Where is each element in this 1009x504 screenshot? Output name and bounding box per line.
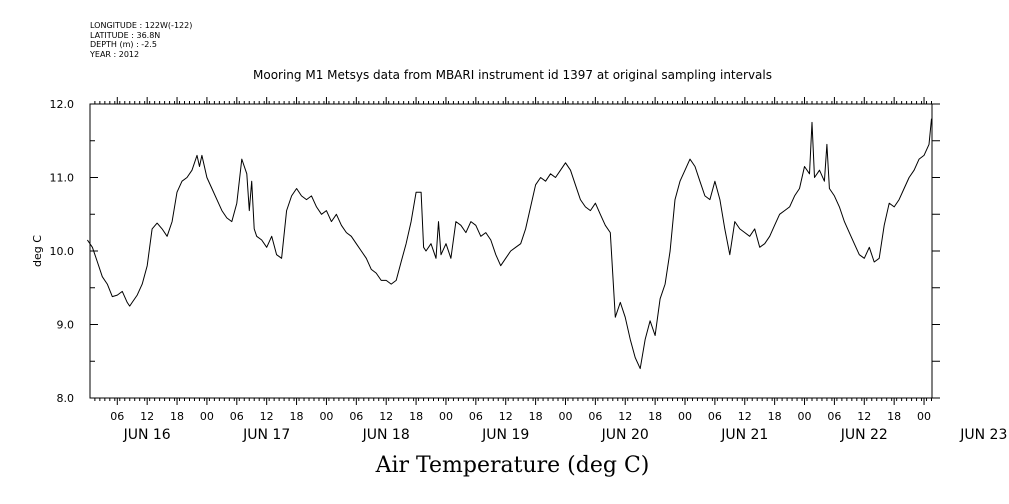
year-text: YEAR : 2012	[90, 49, 140, 59]
x-day-label: JUN 23	[959, 427, 1007, 443]
x-hour-tick-label: 06	[469, 410, 483, 423]
y-tick-label: 10.0	[50, 245, 75, 258]
x-hour-tick-label: 18	[768, 410, 782, 423]
x-day-label: JUN 18	[362, 427, 410, 443]
x-hour-tick-label: 12	[260, 410, 274, 423]
x-hour-tick-label: 00	[319, 410, 333, 423]
x-hour-tick-label: 00	[558, 410, 572, 423]
x-hour-tick-label: 18	[529, 410, 543, 423]
x-day-label: JUN 20	[601, 427, 649, 443]
x-day-label: JUN 17	[242, 427, 290, 443]
x-hour-tick-label: 18	[290, 410, 304, 423]
x-day-label: JUN 19	[481, 427, 529, 443]
x-hour-tick-label: 18	[409, 410, 423, 423]
y-tick-label: 11.0	[50, 172, 75, 185]
x-hour-tick-label: 00	[678, 410, 692, 423]
chart-title: Mooring M1 Metsys data from MBARI instru…	[253, 68, 772, 82]
x-hour-tick-label: 18	[170, 410, 184, 423]
x-hour-tick-label: 12	[140, 410, 154, 423]
depth-text: DEPTH (m) : -2.5	[90, 40, 157, 49]
x-hour-tick-label: 18	[887, 410, 901, 423]
x-hour-tick-label: 06	[349, 410, 363, 423]
y-tick-label: 8.0	[57, 392, 75, 405]
x-hour-tick-label: 12	[499, 410, 513, 423]
longitude-text: LONGITUDE : 122W(-122)	[90, 21, 193, 30]
x-hour-tick-label: 18	[648, 410, 662, 423]
y-tick-label: 12.0	[50, 98, 75, 111]
x-hour-tick-label: 12	[738, 410, 752, 423]
x-day-label: JUN 16	[123, 427, 171, 443]
latitude-text: LATITUDE : 36.8N	[90, 30, 161, 40]
y-axis-label: deg C	[31, 235, 44, 267]
x-hour-tick-label: 06	[588, 410, 602, 423]
x-hour-tick-label: 12	[618, 410, 632, 423]
y-tick-label: 9.0	[57, 319, 75, 332]
x-hour-tick-label: 00	[798, 410, 812, 423]
x-hour-tick-label: 06	[110, 410, 124, 423]
x-day-label: JUN 22	[840, 427, 888, 443]
x-hour-tick-label: 00	[200, 410, 214, 423]
x-hour-tick-label: 00	[439, 410, 453, 423]
x-hour-tick-label: 00	[917, 410, 931, 423]
x-hour-tick-label: 12	[379, 410, 393, 423]
x-hour-tick-label: 06	[827, 410, 841, 423]
station-metadata: LONGITUDE : 122W(-122) LATITUDE : 36.8N …	[90, 21, 192, 59]
x-axis-title: Air Temperature (deg C)	[375, 453, 650, 478]
air-temperature-line	[86, 118, 932, 370]
x-day-label: JUN 21	[720, 427, 768, 443]
x-hour-tick-label: 12	[857, 410, 871, 423]
x-hour-tick-label: 06	[708, 410, 722, 423]
x-hour-tick-label: 06	[230, 410, 244, 423]
